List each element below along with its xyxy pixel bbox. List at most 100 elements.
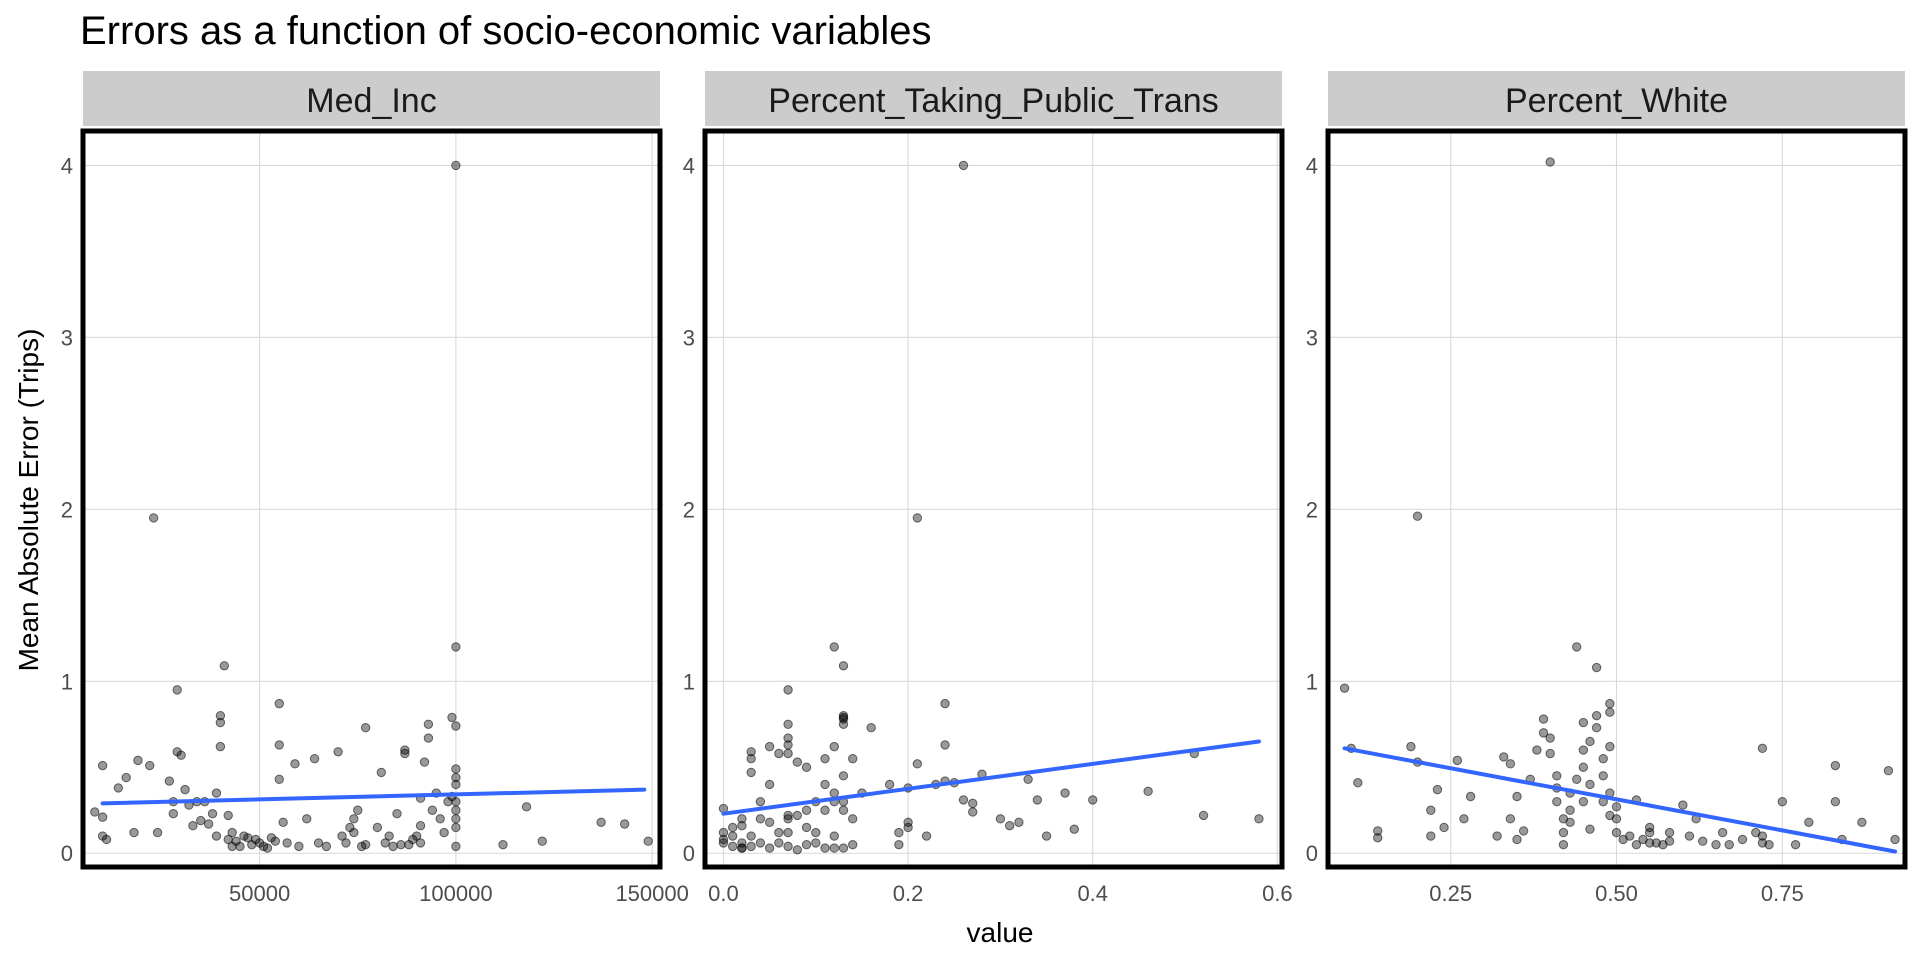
data-point xyxy=(1684,831,1695,841)
data-point xyxy=(451,160,461,171)
data-point xyxy=(1518,826,1529,836)
trend-line xyxy=(1342,746,1898,854)
data-point xyxy=(537,836,547,846)
data-point xyxy=(309,753,320,764)
data-point xyxy=(811,827,821,838)
data-point xyxy=(215,710,226,721)
data-point xyxy=(1578,762,1589,772)
data-point xyxy=(820,753,830,764)
data-point xyxy=(274,774,284,784)
data-point xyxy=(1552,796,1562,807)
data-point xyxy=(737,814,747,824)
data-point xyxy=(1890,834,1900,845)
data-point xyxy=(1465,791,1476,802)
trend-line xyxy=(100,787,647,806)
data-point xyxy=(1512,834,1522,845)
data-point xyxy=(1883,766,1894,776)
data-point xyxy=(718,827,729,838)
facet-strip xyxy=(705,71,1282,126)
data-point xyxy=(278,817,288,827)
data-point xyxy=(940,698,950,709)
data-point xyxy=(1591,662,1602,673)
data-point xyxy=(737,821,747,831)
data-point xyxy=(211,788,222,798)
y-tick-label: 3 xyxy=(1306,325,1318,350)
data-point xyxy=(968,807,978,817)
data-point xyxy=(168,808,178,819)
data-point xyxy=(215,741,226,752)
data-point xyxy=(727,822,738,833)
data-point xyxy=(995,814,1006,824)
data-point xyxy=(97,760,108,771)
data-point xyxy=(764,779,775,790)
data-point xyxy=(866,723,876,733)
data-point xyxy=(1830,796,1841,807)
data-point xyxy=(783,827,793,838)
data-point xyxy=(783,841,793,852)
data-point xyxy=(1505,759,1516,769)
data-point xyxy=(1353,778,1363,788)
facet-label: Med_Inc xyxy=(306,82,436,120)
y-tick-label: 1 xyxy=(61,669,73,694)
data-point xyxy=(1452,755,1463,766)
data-point xyxy=(1004,821,1015,831)
data-point xyxy=(333,747,343,757)
data-point xyxy=(1023,774,1033,784)
data-point xyxy=(884,779,895,790)
facet-label: Percent_White xyxy=(1505,82,1728,120)
data-point xyxy=(376,767,387,778)
data-point xyxy=(270,836,281,846)
data-point xyxy=(415,838,426,848)
data-point xyxy=(1426,831,1436,841)
data-point xyxy=(1664,836,1675,846)
data-point xyxy=(1598,753,1608,764)
data-point xyxy=(90,807,100,817)
data-point xyxy=(737,838,747,848)
facet-panel-2: Percent_Taking_Public_Trans 0 1 2 3 4 0.0 0.2 0.… xyxy=(683,71,1293,906)
data-point xyxy=(349,814,359,824)
y-tick-label: 1 xyxy=(683,669,695,694)
data-point xyxy=(451,764,461,774)
data-point xyxy=(1538,728,1549,738)
data-point xyxy=(764,741,775,752)
data-point xyxy=(1552,771,1562,781)
data-point xyxy=(337,831,347,841)
data-point xyxy=(801,839,812,850)
data-point xyxy=(1757,831,1768,841)
data-point xyxy=(1041,831,1052,841)
data-point xyxy=(1492,831,1502,841)
data-point xyxy=(848,753,858,764)
data-point xyxy=(764,843,775,853)
data-point xyxy=(129,827,139,838)
data-point xyxy=(1804,817,1814,827)
data-point xyxy=(958,160,969,171)
data-point xyxy=(1545,733,1555,743)
data-point xyxy=(764,817,775,827)
data-point xyxy=(1512,791,1522,802)
data-point xyxy=(1578,745,1589,755)
data-point xyxy=(727,831,738,841)
data-point xyxy=(755,796,766,807)
y-tick-label: 4 xyxy=(683,153,695,178)
y-tick-label: 4 xyxy=(61,153,73,178)
data-point xyxy=(1777,796,1788,807)
data-point xyxy=(718,834,729,845)
data-point xyxy=(903,817,913,827)
facet-label: Percent_Taking_Public_Trans xyxy=(768,82,1218,120)
y-tick-label: 2 xyxy=(61,497,73,522)
panel-border xyxy=(80,128,663,870)
data-point xyxy=(164,776,175,786)
data-point xyxy=(1717,827,1728,838)
data-point xyxy=(1724,839,1734,850)
data-point xyxy=(838,719,849,729)
data-point xyxy=(838,805,849,815)
data-point xyxy=(360,723,371,733)
data-point xyxy=(755,814,766,824)
data-point xyxy=(1605,741,1615,752)
y-tick-label: 0 xyxy=(683,841,695,866)
data-point xyxy=(113,783,124,793)
data-point xyxy=(968,798,978,809)
data-point xyxy=(1611,814,1622,824)
data-point xyxy=(176,750,186,760)
data-point xyxy=(1339,683,1350,693)
